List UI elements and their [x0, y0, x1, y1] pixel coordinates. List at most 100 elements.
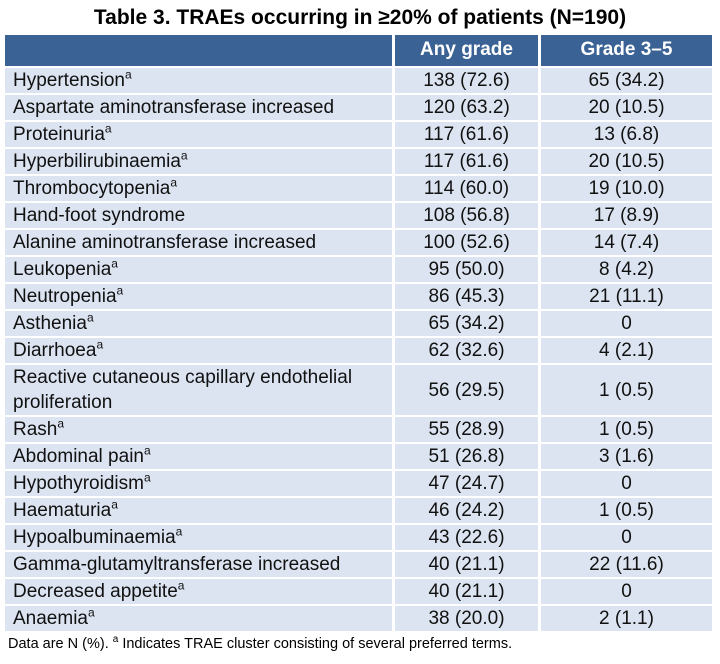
cluster-superscript: a — [86, 310, 94, 325]
cluster-superscript: a — [177, 578, 185, 593]
table-row: Aspartate aminotransferase increased 120 … — [5, 95, 712, 122]
grade-3-5-cell: 1 (0.5) — [541, 417, 712, 444]
grade-3-5-cell: 13 (6.8) — [541, 122, 712, 149]
any-grade-cell: 56 (29.5) — [395, 365, 541, 417]
table-row: Gamma-glutamyltransferase increased 40 (2… — [5, 552, 712, 579]
adverse-event-cell: Haematuriaa — [5, 498, 395, 525]
cluster-superscript: a — [175, 524, 183, 539]
cluster-superscript: a — [180, 148, 188, 163]
adverse-event-cell: Reactive cutaneous capillary endothelial… — [5, 365, 395, 417]
cluster-superscript: a — [104, 121, 112, 136]
adverse-event-cell: Hypertensiona — [5, 68, 395, 95]
any-grade-cell: 120 (63.2) — [395, 95, 541, 122]
table-row: Astheniaa 65 (34.2) 0 — [5, 311, 712, 338]
table-row: Proteinuriaa 117 (61.6) 13 (6.8) — [5, 122, 712, 149]
grade-3-5-cell: 3 (1.6) — [541, 444, 712, 471]
grade-3-5-cell: 22 (11.6) — [541, 552, 712, 579]
grade-3-5-cell: 1 (0.5) — [541, 498, 712, 525]
any-grade-cell: 117 (61.6) — [395, 122, 541, 149]
grade-3-5-cell: 21 (11.1) — [541, 284, 712, 311]
table-row: Haematuriaa 46 (24.2) 1 (0.5) — [5, 498, 712, 525]
table-row: Hypoalbuminaemiaa 43 (22.6) 0 — [5, 525, 712, 552]
any-grade-cell: 46 (24.2) — [395, 498, 541, 525]
adverse-event-cell: Anaemiaa — [5, 606, 395, 633]
cluster-superscript: a — [143, 470, 151, 485]
adverse-event-cell: Astheniaa — [5, 311, 395, 338]
table-row: Hypertensiona 138 (72.6) 65 (34.2) — [5, 68, 712, 95]
any-grade-cell: 40 (21.1) — [395, 579, 541, 606]
grade-3-5-cell: 0 — [541, 525, 712, 552]
adverse-event-cell: Neutropeniaa — [5, 284, 395, 311]
adverse-event-cell: Hand-foot syndrome — [5, 203, 395, 230]
adverse-event-cell: Proteinuriaa — [5, 122, 395, 149]
cluster-superscript: a — [57, 416, 65, 431]
grade-3-5-cell: 20 (10.5) — [541, 95, 712, 122]
header-cell-grade-3-5: Grade 3–5 — [541, 35, 712, 68]
footnote-prefix: Data are N (%). — [8, 636, 113, 652]
table-row: Alanine aminotransferase increased 100 (5… — [5, 230, 712, 257]
any-grade-cell: 95 (50.0) — [395, 257, 541, 284]
footnote: Data are N (%). a Indicates TRAE cluster… — [8, 635, 720, 654]
header-cell-event — [5, 35, 395, 68]
table-row: Reactive cutaneous capillary endothelial… — [5, 365, 712, 417]
adverse-event-cell: Abdominal paina — [5, 444, 395, 471]
adverse-event-cell: Alanine aminotransferase increased — [5, 230, 395, 257]
grade-3-5-cell: 14 (7.4) — [541, 230, 712, 257]
any-grade-cell: 55 (28.9) — [395, 417, 541, 444]
any-grade-cell: 65 (34.2) — [395, 311, 541, 338]
cluster-superscript: a — [111, 256, 118, 271]
adverse-event-cell: Hyperbilirubinaemiaa — [5, 149, 395, 176]
adverse-event-cell: Aspartate aminotransferase increased — [5, 95, 395, 122]
traes-table: Any grade Grade 3–5 Hypertensiona 138 (72… — [5, 35, 712, 633]
any-grade-cell: 117 (61.6) — [395, 149, 541, 176]
grade-3-5-cell: 1 (0.5) — [541, 365, 712, 417]
table-row: Anaemiaa 38 (20.0) 2 (1.1) — [5, 606, 712, 633]
adverse-event-cell: Hypothyroidisma — [5, 471, 395, 498]
grade-3-5-cell: 0 — [541, 471, 712, 498]
header-row: Any grade Grade 3–5 — [5, 35, 712, 68]
adverse-event-cell: Thrombocytopeniaa — [5, 176, 395, 203]
grade-3-5-cell: 2 (1.1) — [541, 606, 712, 633]
grade-3-5-cell: 19 (10.0) — [541, 176, 712, 203]
any-grade-cell: 38 (20.0) — [395, 606, 541, 633]
table-row: Leukopeniaa 95 (50.0) 8 (4.2) — [5, 257, 712, 284]
any-grade-cell: 114 (60.0) — [395, 176, 541, 203]
table-row: Rasha 55 (28.9) 1 (0.5) — [5, 417, 712, 444]
cluster-superscript: a — [124, 67, 132, 82]
cluster-superscript: a — [96, 337, 104, 352]
cluster-superscript: a — [143, 443, 151, 458]
table-row: Hypothyroidisma 47 (24.7) 0 — [5, 471, 712, 498]
any-grade-cell: 100 (52.6) — [395, 230, 541, 257]
footnote-text: Indicates TRAE cluster consisting of sev… — [118, 636, 513, 652]
adverse-event-cell: Gamma-glutamyltransferase increased — [5, 552, 395, 579]
cluster-superscript: a — [111, 497, 118, 512]
cluster-superscript: a — [116, 283, 124, 298]
adverse-event-cell: Hypoalbuminaemiaa — [5, 525, 395, 552]
table-row: Abdominal paina 51 (26.8) 3 (1.6) — [5, 444, 712, 471]
grade-3-5-cell: 65 (34.2) — [541, 68, 712, 95]
cluster-superscript: a — [88, 605, 95, 620]
any-grade-cell: 47 (24.7) — [395, 471, 541, 498]
any-grade-cell: 138 (72.6) — [395, 68, 541, 95]
table-title: Table 3. TRAEs occurring in ≥20% of pati… — [93, 6, 627, 29]
any-grade-cell: 43 (22.6) — [395, 525, 541, 552]
grade-3-5-cell: 8 (4.2) — [541, 257, 712, 284]
any-grade-cell: 108 (56.8) — [395, 203, 541, 230]
table-row: Decreased appetitea 40 (21.1) 0 — [5, 579, 712, 606]
any-grade-cell: 62 (32.6) — [395, 338, 541, 365]
adverse-event-cell: Decreased appetitea — [5, 579, 395, 606]
grade-3-5-cell: 0 — [541, 311, 712, 338]
any-grade-cell: 86 (45.3) — [395, 284, 541, 311]
table-row: Hand-foot syndrome 108 (56.8) 17 (8.9) — [5, 203, 712, 230]
footnote-superscript: a — [112, 634, 119, 646]
adverse-event-cell: Diarrhoeaa — [5, 338, 395, 365]
any-grade-cell: 51 (26.8) — [395, 444, 541, 471]
any-grade-cell: 40 (21.1) — [395, 552, 541, 579]
header-cell-any-grade: Any grade — [395, 35, 541, 68]
table-body: Hypertensiona 138 (72.6) 65 (34.2) Aspartat… — [5, 68, 712, 633]
grade-3-5-cell: 4 (2.1) — [541, 338, 712, 365]
table-row: Thrombocytopeniaa 114 (60.0) 19 (10.0) — [5, 176, 712, 203]
cluster-superscript: a — [170, 175, 178, 190]
grade-3-5-cell: 0 — [541, 579, 712, 606]
